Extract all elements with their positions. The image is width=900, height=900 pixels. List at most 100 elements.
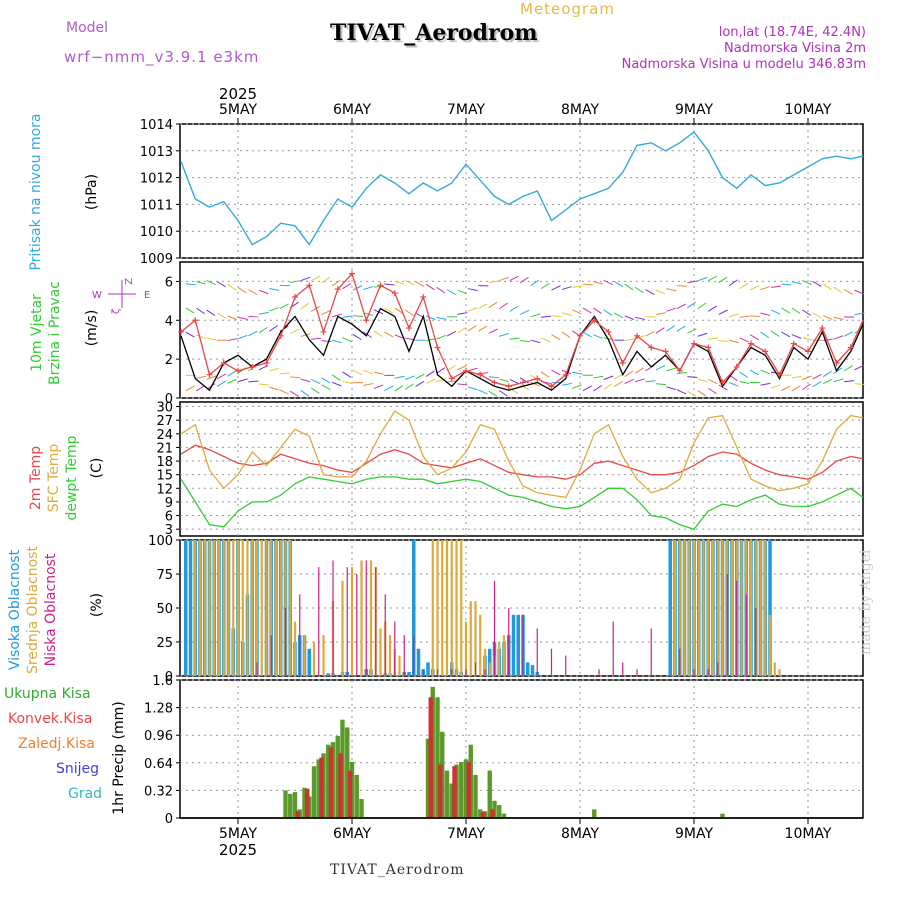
precip-bar: [288, 793, 293, 818]
wind-arrow: [467, 386, 478, 391]
cloud-bar: [445, 540, 449, 676]
wind-arrow: [373, 330, 383, 337]
wind-arrow: [478, 303, 488, 310]
wind-arrow: [498, 302, 508, 310]
wind-arrow: [467, 367, 478, 372]
wind-arrow: [634, 367, 644, 374]
wind-arrow: [624, 370, 634, 377]
wind-arrow: [645, 331, 655, 337]
cloud-bar: [522, 614, 524, 676]
cloud-bar: [194, 540, 197, 676]
wind-arrow: [697, 332, 708, 337]
wind-arrow: [561, 312, 572, 317]
wind-arrow: [854, 289, 864, 295]
wind-arrow: [843, 289, 854, 295]
wind-arrow: [770, 330, 780, 337]
precip-ytick-label: 0: [165, 812, 173, 827]
cloud-bar: [516, 614, 520, 676]
wind-gust-marker: [277, 332, 284, 339]
cloud-bar: [350, 567, 354, 676]
wind-arrow: [331, 313, 342, 318]
wind-arrow: [582, 307, 592, 314]
wind-gust-marker: [676, 367, 683, 374]
wind-arrow: [593, 385, 602, 392]
wind-arrow: [708, 337, 719, 340]
wind-arrow: [425, 283, 435, 291]
wind-arrow: [791, 375, 802, 379]
precip-bar: [438, 764, 443, 818]
station-title: TIVAT_Aerodrom: [330, 20, 538, 46]
wind-arrow: [290, 328, 300, 334]
precip-bar: [497, 805, 502, 818]
wind-gust-marker: [206, 371, 213, 378]
wind-arrow: [258, 383, 269, 386]
wind-arrow: [519, 276, 529, 284]
wind-arrow: [279, 303, 289, 309]
wind-arrow: [394, 307, 404, 315]
model-altitude: Nadmorska Visina u modelu 346.83m: [621, 57, 866, 72]
wind-arrow: [551, 315, 562, 318]
precip-bar: [463, 759, 469, 818]
wind-arrow: [676, 371, 687, 375]
wind-arrow: [708, 275, 718, 282]
wind-arrow: [206, 375, 217, 380]
cloud-bar: [412, 540, 416, 676]
temp-2m-Temp-line: [180, 444, 864, 480]
wind-arrow: [666, 325, 675, 332]
x-bottom-day-label: 9MAY: [675, 826, 713, 842]
wind-arrow: [300, 378, 311, 383]
wind-arrow: [812, 373, 822, 380]
wind-arrow: [530, 381, 541, 387]
wind-arrow: [645, 380, 656, 383]
wind-arrow: [457, 327, 467, 334]
temp-ytick-label: 24: [156, 428, 173, 443]
x-top-day-label: 8MAY: [561, 102, 599, 118]
wind-arrow: [342, 381, 353, 384]
wind-arrow: [593, 334, 603, 339]
wind-arrow: [572, 371, 583, 375]
wind-gust-marker: [548, 383, 555, 390]
wind-arrow: [687, 376, 698, 379]
wind-gust-marker: [705, 344, 712, 351]
temp-ytick-label: 18: [156, 455, 173, 470]
temp-ytick-label: 6: [165, 510, 173, 525]
wind-arrow: [488, 301, 498, 309]
wind-arrow: [467, 325, 477, 332]
wind-arrow: [289, 390, 300, 397]
wind-gust-marker: [819, 325, 826, 332]
wind-ytick-label: 6: [165, 275, 173, 290]
x-bottom-day-label: 5MAY: [219, 826, 257, 842]
precip-bar: [435, 697, 440, 818]
wind-arrow: [687, 390, 697, 397]
wind-arrow: [237, 316, 248, 320]
wind-arrow: [384, 385, 394, 392]
cloud-bar: [730, 540, 734, 676]
wind-arrow: [540, 337, 551, 343]
precip-bar: [295, 811, 300, 818]
wind-ytick-label: 2: [165, 353, 173, 368]
compass-north: Z: [122, 278, 133, 285]
wind-arrow: [519, 377, 529, 384]
wind-arrow: [216, 380, 226, 387]
cloud-bar: [346, 567, 348, 676]
footer-station: TIVAT_Aerodrom: [330, 862, 465, 878]
wind-gust-marker: [591, 317, 598, 324]
wind-arrow: [436, 378, 447, 383]
wind-arrow: [582, 331, 592, 338]
cloud-bar: [536, 628, 538, 676]
wind-arrow: [457, 383, 468, 386]
wind-arrow: [185, 307, 195, 314]
cloud-bar: [318, 567, 320, 676]
cloud-bar: [213, 540, 216, 676]
compass-east: E: [144, 290, 150, 301]
cloud-bar: [260, 540, 263, 676]
precip-bar: [501, 813, 507, 818]
wind-arrow: [436, 334, 447, 340]
cloud-bar: [469, 601, 472, 676]
credit: made by Angel: [858, 549, 874, 656]
wind-arrow: [425, 370, 435, 377]
wind-arrow: [248, 330, 258, 337]
wind-gust-marker: [477, 371, 484, 378]
x-bottom-day-label: 7MAY: [447, 826, 485, 842]
